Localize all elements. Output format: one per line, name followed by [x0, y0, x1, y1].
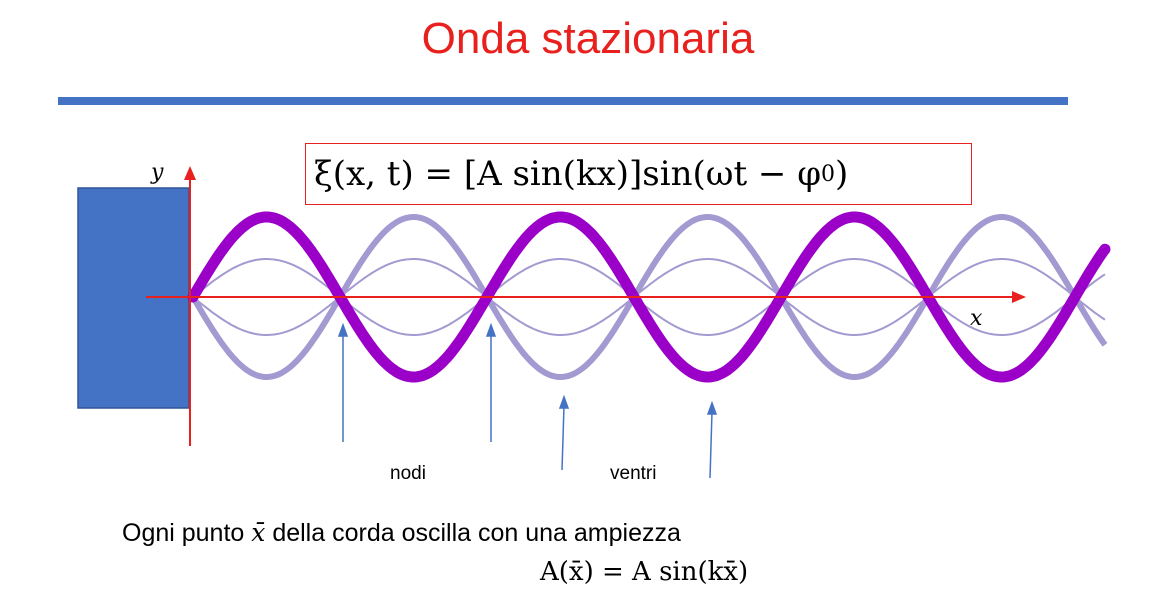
wave-faint-upper	[190, 214, 1108, 380]
slide-title: Onda stazionaria	[421, 14, 755, 63]
formula-subscript: 0	[821, 161, 836, 187]
formula-close: )	[835, 154, 849, 194]
x-axis-label: x	[970, 306, 983, 331]
antinode-arrowhead-2	[706, 400, 718, 415]
antinode-arrow-2	[709, 411, 713, 479]
formula-equals: =	[413, 154, 464, 194]
formula-oscillation: sin(ωt − φ	[642, 154, 822, 194]
antinodes-label: ventri	[610, 463, 657, 484]
caption-after: della corda oscilla con una ampiezza	[265, 519, 681, 547]
y-axis-arrowhead	[184, 166, 196, 180]
wave-main	[187, 211, 1111, 383]
node-arrowhead-2	[485, 322, 497, 337]
caption-before: Ogni punto	[122, 519, 252, 547]
formula-amplitude: [A sin(kx)]	[463, 154, 643, 194]
amplitude-formula: A(x̄) = A sin(kx̄)	[540, 557, 749, 587]
formula-lhs: ξ(x, t)	[314, 154, 414, 194]
antinode-arrow-1	[561, 405, 565, 471]
node-arrows	[337, 322, 497, 442]
wave-formula-box: ξ(x, t) = [A sin(kx)] sin(ωt − φ 0)	[305, 143, 972, 205]
wave-thin-lower	[192, 258, 1106, 336]
title-underline	[58, 97, 1068, 105]
antinode-arrowhead-1	[558, 394, 570, 409]
y-axis-label: y	[151, 160, 164, 185]
x-axis-arrowhead	[1012, 291, 1026, 303]
nodes-label: nodi	[390, 463, 426, 484]
antinode-arrows	[558, 394, 718, 479]
node-arrowhead-1	[337, 322, 349, 337]
caption-variable: x̄	[251, 518, 266, 547]
caption: Ogni punto x̄ della corda oscilla con un…	[122, 518, 681, 548]
